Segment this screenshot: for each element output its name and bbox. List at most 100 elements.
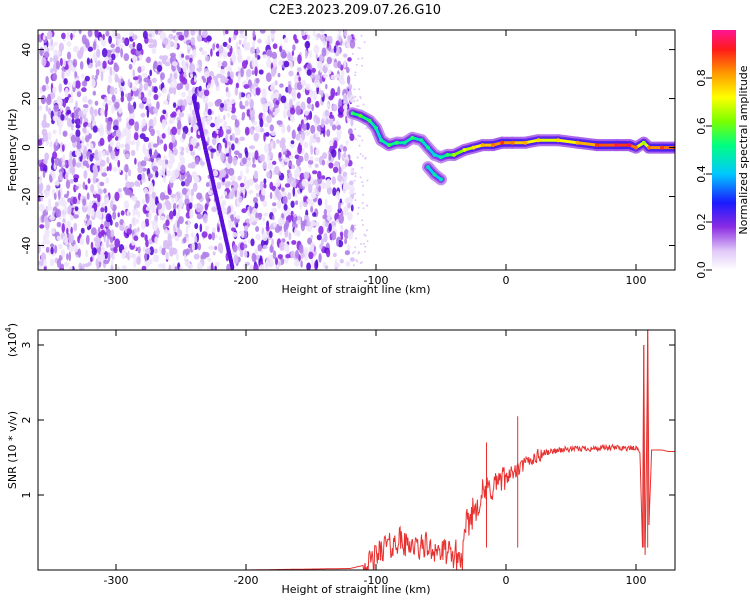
noise-speck xyxy=(118,168,122,173)
noise-speck xyxy=(86,192,90,200)
noise-speck xyxy=(58,189,61,200)
noise-speck xyxy=(296,67,302,72)
noise-speck xyxy=(125,93,128,98)
ridge-point xyxy=(445,152,450,157)
noise-speck xyxy=(154,214,159,222)
noise-speck xyxy=(259,127,265,133)
noise-speck xyxy=(73,222,78,232)
noise-speck xyxy=(249,215,255,223)
noise-speck xyxy=(263,183,267,189)
noise-speck xyxy=(324,109,330,117)
noise-speck xyxy=(189,208,194,219)
noise-speck xyxy=(206,35,212,42)
noise-speck xyxy=(335,92,338,96)
noise-speck xyxy=(132,69,135,78)
ridge-point xyxy=(379,138,384,143)
x-tick-label: 0 xyxy=(503,274,510,287)
noise-speck xyxy=(155,170,159,178)
noise-speck xyxy=(179,266,183,270)
noise-speck xyxy=(61,223,65,234)
noise-speck xyxy=(105,30,110,37)
noise-speck xyxy=(277,73,281,78)
noise-speck xyxy=(72,196,78,205)
noise-speck xyxy=(79,237,85,246)
noise-speck xyxy=(103,252,109,257)
noise-speck xyxy=(38,203,45,212)
noise-speck xyxy=(354,95,357,98)
noise-speck xyxy=(72,158,76,167)
noise-speck xyxy=(108,162,112,172)
noise-speck xyxy=(329,111,333,117)
noise-speck xyxy=(241,208,247,214)
noise-speck xyxy=(47,30,53,40)
noise-speck xyxy=(52,72,58,82)
noise-speck xyxy=(245,41,251,51)
noise-speck xyxy=(259,180,264,191)
noise-speck xyxy=(272,43,278,50)
noise-speck xyxy=(239,100,243,109)
noise-speck xyxy=(95,74,98,80)
noise-speck xyxy=(176,219,180,229)
noise-speck xyxy=(209,71,214,77)
noise-speck xyxy=(149,182,154,190)
noise-speck xyxy=(204,71,210,78)
noise-speck xyxy=(354,227,357,230)
noise-speck xyxy=(100,107,105,116)
noise-speck xyxy=(181,77,188,85)
noise-speck xyxy=(157,159,163,166)
noise-speck xyxy=(129,223,132,229)
noise-speck xyxy=(81,87,87,93)
noise-speck xyxy=(312,30,316,37)
noise-speck xyxy=(256,46,260,55)
noise-speck xyxy=(133,228,137,234)
noise-speck xyxy=(52,151,58,160)
noise-speck xyxy=(359,97,362,100)
noise-speck xyxy=(303,171,310,180)
noise-speck xyxy=(263,212,269,217)
noise-speck xyxy=(342,171,348,177)
noise-speck xyxy=(142,97,147,103)
noise-speck xyxy=(108,243,115,249)
noise-speck xyxy=(347,202,351,209)
noise-speck xyxy=(242,185,246,195)
noise-speck xyxy=(123,245,128,251)
noise-speck xyxy=(306,221,311,227)
noise-speck xyxy=(339,259,344,264)
noise-speck xyxy=(364,250,366,253)
noise-speck xyxy=(325,35,331,42)
noise-speck xyxy=(161,166,166,176)
ridge-point xyxy=(387,143,391,148)
noise-speck xyxy=(174,35,179,45)
noise-speck xyxy=(318,185,321,193)
noise-speck xyxy=(303,246,309,256)
noise-speck xyxy=(238,195,243,203)
noise-speck xyxy=(234,150,240,156)
noise-speck xyxy=(114,191,120,202)
noise-speck xyxy=(106,156,110,164)
noise-speck xyxy=(168,150,173,160)
noise-speck xyxy=(235,82,240,89)
noise-speck xyxy=(296,166,299,176)
noise-speck xyxy=(133,132,139,141)
noise-speck xyxy=(148,33,153,38)
noise-speck xyxy=(267,161,274,170)
noise-speck xyxy=(315,100,320,108)
noise-speck xyxy=(132,76,139,81)
noise-speck xyxy=(188,116,192,124)
noise-speck xyxy=(275,100,280,106)
noise-speck xyxy=(171,126,178,136)
noise-speck xyxy=(146,108,150,118)
noise-speck xyxy=(156,64,163,72)
noise-speck xyxy=(156,101,160,110)
noise-speck xyxy=(196,192,203,200)
noise-speck xyxy=(133,235,139,242)
noise-speck xyxy=(111,33,117,38)
noise-speck xyxy=(343,30,348,37)
noise-speck xyxy=(331,148,337,158)
noise-speck xyxy=(181,181,186,187)
noise-speck xyxy=(337,60,342,69)
noise-speck xyxy=(252,30,256,38)
noise-speck xyxy=(199,223,203,233)
noise-speck xyxy=(352,252,355,255)
noise-speck xyxy=(281,187,285,192)
